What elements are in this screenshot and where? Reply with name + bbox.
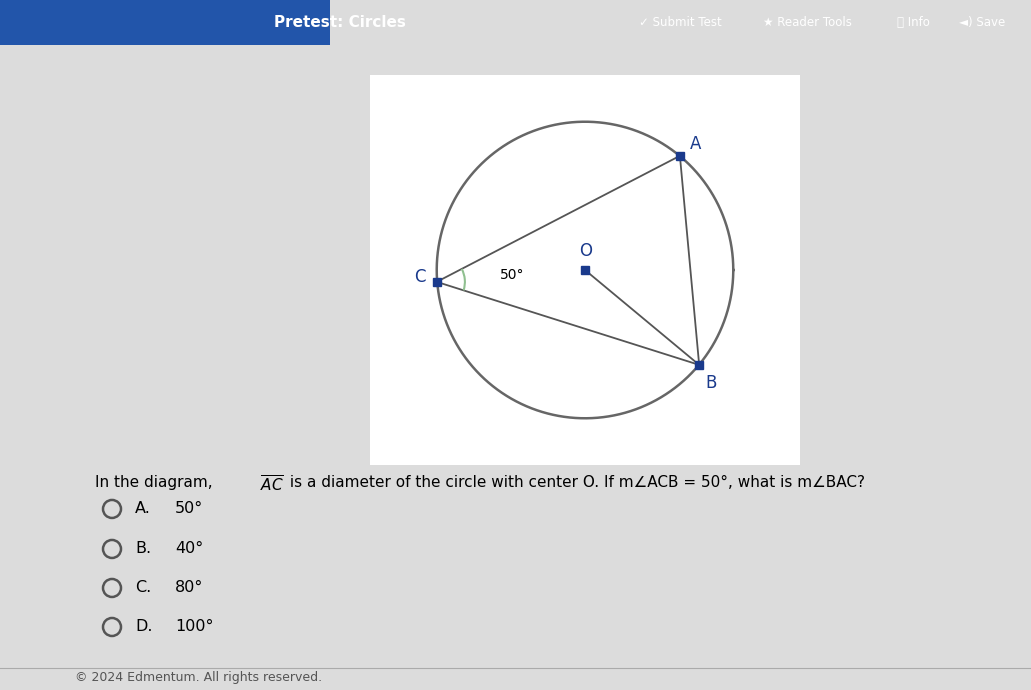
- Text: In the diagram,: In the diagram,: [95, 475, 218, 490]
- Text: B.: B.: [135, 542, 152, 556]
- Text: © 2024 Edmentum. All rights reserved.: © 2024 Edmentum. All rights reserved.: [75, 671, 322, 684]
- Text: C.: C.: [135, 580, 152, 595]
- Text: is a diameter of the circle with center O. If m∠ACB = 50°, what is m∠BAC?: is a diameter of the circle with center …: [285, 475, 865, 490]
- Text: O: O: [579, 241, 592, 259]
- Text: 80°: 80°: [175, 580, 203, 595]
- Text: Pretest: Circles: Pretest: Circles: [274, 15, 406, 30]
- Text: ★ Reader Tools: ★ Reader Tools: [763, 16, 852, 29]
- FancyBboxPatch shape: [370, 75, 800, 465]
- Text: 50°: 50°: [500, 268, 525, 282]
- Text: D.: D.: [135, 620, 153, 635]
- Text: ⓘ Info: ⓘ Info: [897, 16, 930, 29]
- Text: C: C: [414, 268, 426, 286]
- Text: 40°: 40°: [175, 542, 203, 556]
- Text: $\overline{AC}$: $\overline{AC}$: [260, 475, 284, 495]
- Text: ✓ Submit Test: ✓ Submit Test: [639, 16, 722, 29]
- Text: A.: A.: [135, 502, 151, 516]
- Text: 50°: 50°: [175, 502, 203, 516]
- Text: B: B: [705, 374, 717, 392]
- Text: 100°: 100°: [175, 620, 213, 635]
- Text: ◄) Save: ◄) Save: [959, 16, 1005, 29]
- Text: A: A: [691, 135, 702, 153]
- FancyBboxPatch shape: [0, 0, 330, 45]
